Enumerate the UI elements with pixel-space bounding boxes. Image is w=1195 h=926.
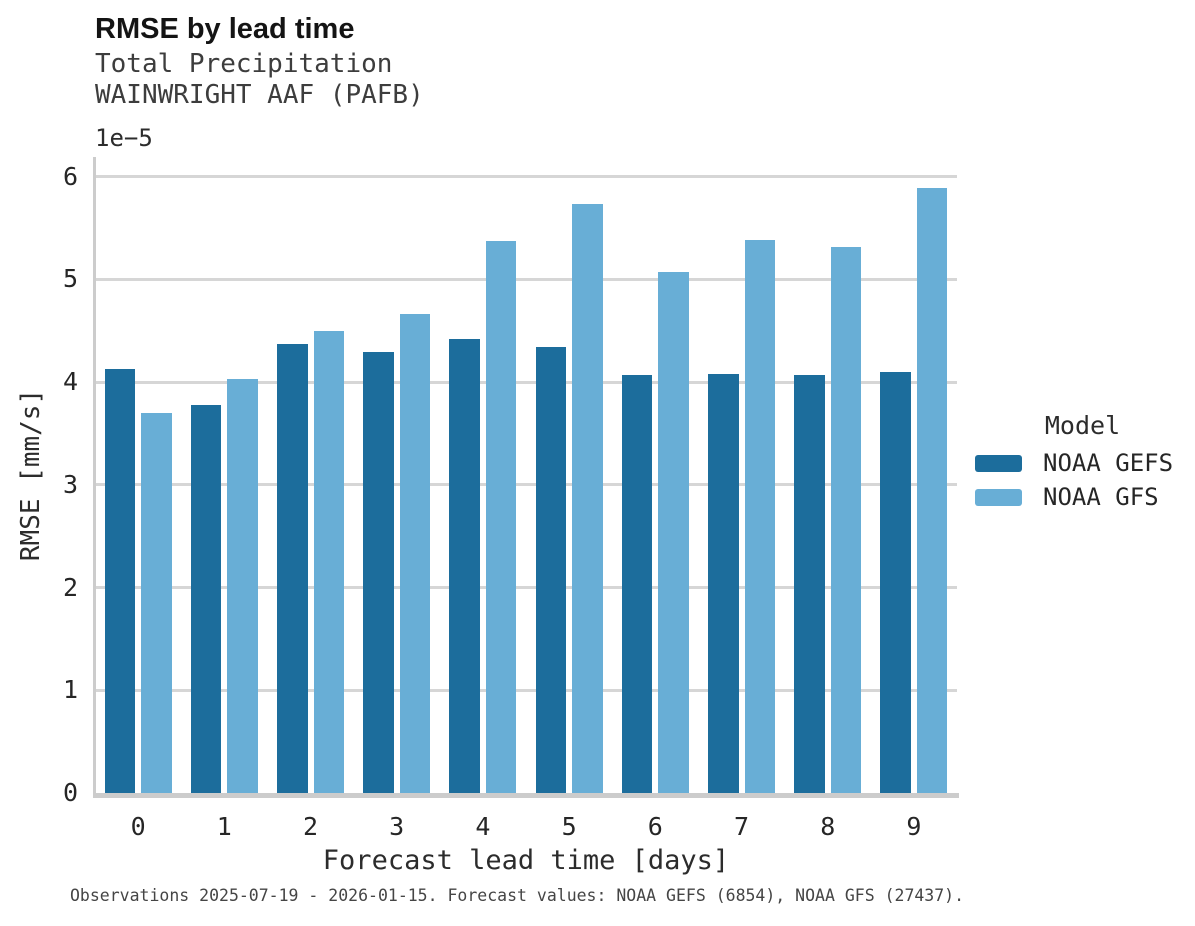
x-tick-label: 1 bbox=[216, 812, 232, 841]
bar-noaa-gfs bbox=[830, 247, 862, 793]
chart-subtitle-station: WAINWRIGHT AAF (PAFB) bbox=[95, 79, 424, 110]
legend-item-label: NOAA GFS bbox=[1043, 483, 1159, 511]
x-tick-label: 6 bbox=[647, 812, 663, 841]
x-tick-label: 7 bbox=[733, 812, 750, 841]
legend-swatch bbox=[975, 454, 1022, 472]
bar-group bbox=[181, 157, 267, 793]
bar-noaa-gefs bbox=[535, 347, 567, 793]
x-tick-label: 2 bbox=[302, 812, 319, 841]
x-axis-spine bbox=[93, 793, 959, 798]
bar-noaa-gefs bbox=[104, 368, 136, 793]
x-tick-label: 8 bbox=[820, 812, 836, 841]
gridline bbox=[95, 175, 957, 179]
y-tick-label: 3 bbox=[62, 469, 78, 499]
bar-group bbox=[526, 157, 612, 793]
chart-subtitle: Total Precipitation WAINWRIGHT AAF (PAFB… bbox=[95, 49, 424, 110]
gridline bbox=[95, 380, 957, 384]
legend-swatch bbox=[975, 488, 1022, 506]
bar-group bbox=[267, 157, 353, 793]
gridline bbox=[95, 483, 957, 487]
legend-title: Model bbox=[1044, 411, 1121, 440]
y-tick-label: 5 bbox=[62, 264, 78, 294]
gridline bbox=[95, 277, 957, 281]
legend-item-label: NOAA GEFS bbox=[1043, 449, 1174, 477]
x-tick-label: 9 bbox=[906, 812, 922, 841]
bar-noaa-gefs bbox=[277, 344, 308, 793]
bar-noaa-gefs bbox=[621, 374, 653, 793]
y-tick-label: 4 bbox=[62, 367, 78, 396]
bar-noaa-gefs bbox=[363, 352, 394, 793]
bar-noaa-gefs bbox=[794, 374, 825, 793]
footnote-caption: Observations 2025-07-19 - 2026-01-15. Fo… bbox=[70, 886, 965, 905]
bar-group bbox=[354, 157, 440, 793]
bar-noaa-gfs bbox=[313, 330, 344, 793]
y-tick-label: 2 bbox=[62, 572, 78, 602]
bars-row bbox=[95, 157, 957, 793]
bar-group bbox=[612, 157, 698, 793]
x-tick-label: 5 bbox=[561, 812, 577, 841]
bar-noaa-gefs bbox=[449, 338, 480, 793]
bar-noaa-gfs bbox=[485, 241, 517, 793]
gridline bbox=[95, 688, 957, 692]
y-axis-spine bbox=[93, 157, 96, 798]
y-tick-label: 0 bbox=[62, 778, 78, 807]
gridline bbox=[95, 586, 957, 590]
x-axis-title: Forecast lead time [days] bbox=[322, 845, 730, 876]
bar-noaa-gfs bbox=[141, 412, 172, 793]
bar-noaa-gefs bbox=[880, 371, 911, 793]
y-tick-label: 1 bbox=[62, 675, 78, 705]
chart-subtitle-variable: Total Precipitation bbox=[95, 49, 393, 79]
x-tick-label: 3 bbox=[389, 812, 405, 841]
x-axis-ticks: 0 1 2 3 4 5 6 7 8 9 bbox=[95, 812, 957, 841]
bar-noaa-gfs bbox=[744, 240, 776, 793]
bar-group bbox=[871, 157, 957, 793]
legend-item: NOAA GFS bbox=[975, 483, 1190, 511]
bar-noaa-gfs bbox=[658, 272, 689, 793]
bar-noaa-gfs bbox=[227, 378, 258, 793]
bar-noaa-gfs bbox=[916, 187, 948, 793]
bar-group bbox=[785, 157, 871, 793]
bar-group bbox=[95, 157, 181, 793]
legend: Model NOAA GEFS NOAA GFS bbox=[975, 411, 1190, 511]
bar-noaa-gefs bbox=[708, 373, 739, 793]
legend-items: NOAA GEFS NOAA GFS bbox=[975, 449, 1190, 511]
bar-group bbox=[698, 157, 784, 793]
y-tick-label: 6 bbox=[62, 161, 78, 191]
x-tick-label: 4 bbox=[475, 812, 491, 841]
bar-noaa-gefs bbox=[190, 404, 222, 793]
bar-noaa-gfs bbox=[399, 314, 431, 793]
bar-noaa-gfs bbox=[572, 204, 603, 793]
y-axis-offset-label: 1e−5 bbox=[95, 124, 153, 152]
plot-area bbox=[95, 157, 957, 793]
legend-item: NOAA GEFS bbox=[975, 449, 1190, 477]
x-tick-label: 0 bbox=[130, 812, 146, 841]
bar-group bbox=[440, 157, 526, 793]
chart-title: RMSE by lead time bbox=[95, 13, 355, 45]
